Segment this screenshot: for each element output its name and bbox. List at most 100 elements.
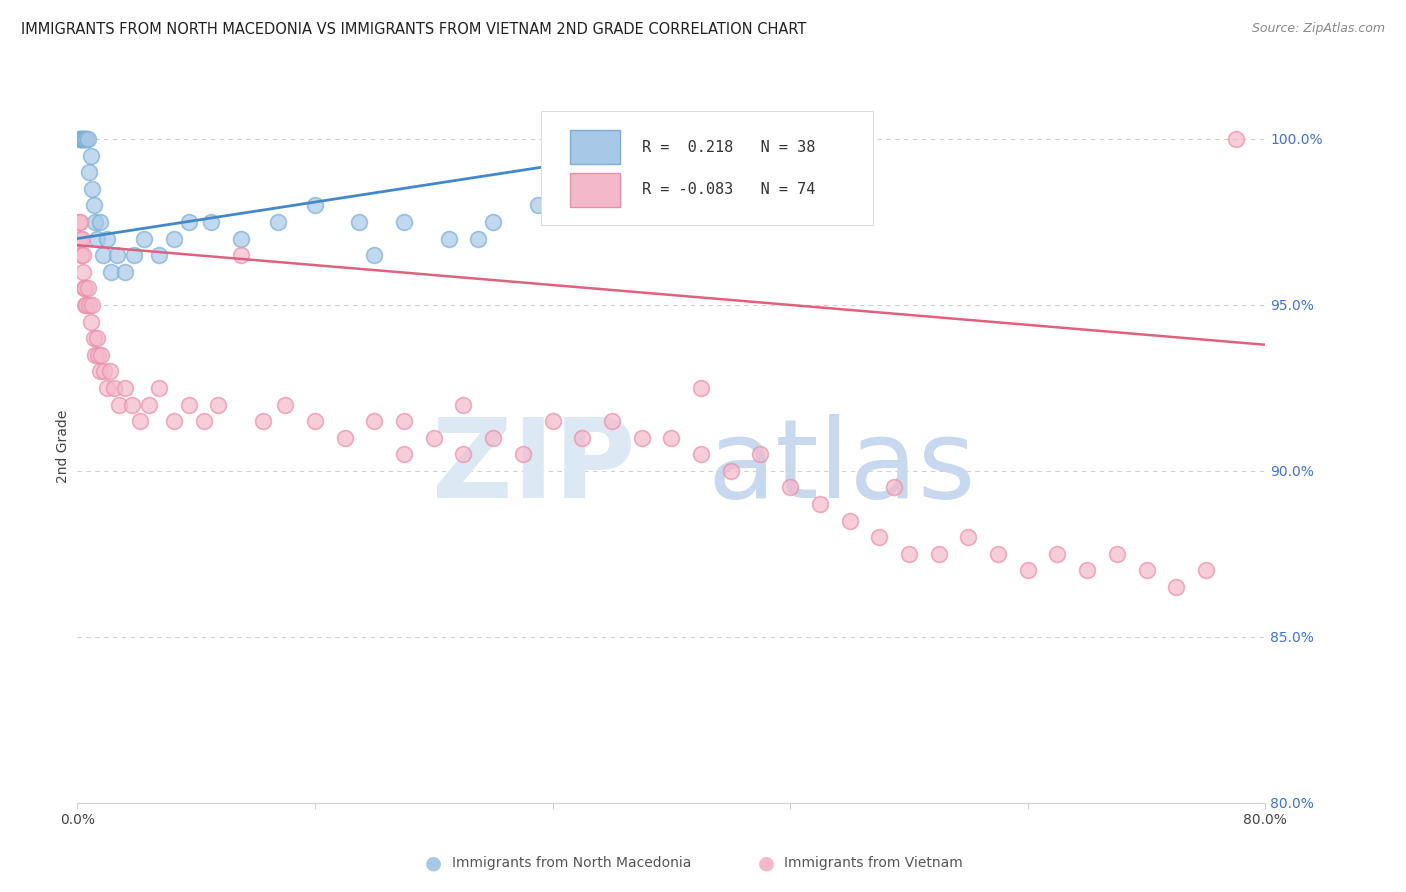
Point — [200, 215, 222, 229]
Text: Immigrants from North Macedonia: Immigrants from North Macedonia — [451, 856, 690, 871]
Point — [114, 381, 136, 395]
Point — [274, 397, 297, 411]
Point — [80, 148, 103, 162]
Point — [70, 248, 93, 262]
Point — [630, 431, 652, 445]
Point — [89, 215, 111, 229]
Point — [69, 215, 91, 229]
Y-axis label: 2nd Grade: 2nd Grade — [56, 409, 70, 483]
Point — [1046, 547, 1069, 561]
Point — [392, 447, 415, 461]
Point — [571, 431, 593, 445]
Point — [138, 397, 160, 411]
Point — [1195, 564, 1218, 578]
Point — [72, 132, 94, 146]
Point — [1076, 564, 1098, 578]
Point — [93, 364, 115, 378]
Point — [86, 331, 108, 345]
Point — [76, 132, 98, 146]
Point — [73, 132, 96, 146]
Point — [72, 132, 94, 146]
Point — [163, 414, 186, 428]
Point — [121, 397, 143, 411]
Point — [1105, 547, 1128, 561]
Point — [779, 481, 801, 495]
Point — [363, 248, 385, 262]
Text: ●: ● — [425, 854, 443, 873]
Point — [749, 447, 772, 461]
Point — [808, 497, 831, 511]
Point — [67, 215, 90, 229]
Point — [229, 231, 252, 245]
Point — [70, 132, 93, 146]
FancyBboxPatch shape — [571, 173, 620, 207]
Text: R =  0.218   N = 38: R = 0.218 N = 38 — [641, 139, 815, 154]
Point — [96, 231, 118, 245]
Point — [883, 481, 905, 495]
Point — [304, 414, 326, 428]
Point — [108, 397, 131, 411]
Point — [661, 431, 683, 445]
Point — [229, 248, 252, 262]
Point — [86, 231, 108, 245]
Point — [482, 431, 505, 445]
Point — [84, 215, 107, 229]
Point — [89, 364, 111, 378]
Point — [437, 231, 460, 245]
Point — [928, 547, 950, 561]
Point — [100, 265, 122, 279]
Point — [482, 215, 505, 229]
Point — [304, 198, 326, 212]
Point — [77, 165, 100, 179]
Point — [392, 215, 415, 229]
Text: R = -0.083   N = 74: R = -0.083 N = 74 — [641, 182, 815, 197]
Point — [177, 215, 200, 229]
Point — [1166, 580, 1188, 594]
Point — [73, 298, 96, 312]
Point — [423, 431, 446, 445]
Point — [83, 331, 105, 345]
Point — [69, 132, 91, 146]
Text: Immigrants from Vietnam: Immigrants from Vietnam — [785, 856, 963, 871]
FancyBboxPatch shape — [571, 130, 620, 164]
Point — [526, 198, 548, 212]
Point — [541, 414, 564, 428]
Point — [148, 248, 170, 262]
Point — [1136, 564, 1159, 578]
Point — [128, 414, 150, 428]
Point — [177, 397, 200, 411]
Point — [453, 397, 475, 411]
Point — [73, 281, 96, 295]
Point — [1225, 132, 1247, 146]
Point — [122, 248, 145, 262]
Point — [103, 381, 125, 395]
Point — [690, 447, 713, 461]
Point — [193, 414, 215, 428]
Point — [82, 182, 104, 196]
Text: ●: ● — [758, 854, 775, 873]
Point — [267, 215, 290, 229]
Point — [690, 381, 713, 395]
Point — [868, 530, 890, 544]
Point — [467, 231, 489, 245]
Point — [600, 414, 623, 428]
Point — [148, 381, 170, 395]
Point — [75, 298, 97, 312]
Point — [91, 248, 114, 262]
Point — [96, 381, 118, 395]
Point — [76, 281, 98, 295]
Point — [957, 530, 980, 544]
Point — [349, 215, 371, 229]
Point — [87, 348, 110, 362]
Point — [75, 281, 97, 295]
Point — [84, 348, 107, 362]
Point — [720, 464, 742, 478]
Point — [363, 414, 385, 428]
Point — [75, 132, 97, 146]
Text: IMMIGRANTS FROM NORTH MACEDONIA VS IMMIGRANTS FROM VIETNAM 2ND GRADE CORRELATION: IMMIGRANTS FROM NORTH MACEDONIA VS IMMIG… — [21, 22, 807, 37]
Point — [72, 265, 94, 279]
Point — [333, 431, 356, 445]
Point — [80, 314, 103, 328]
Point — [1017, 564, 1039, 578]
Point — [838, 514, 860, 528]
